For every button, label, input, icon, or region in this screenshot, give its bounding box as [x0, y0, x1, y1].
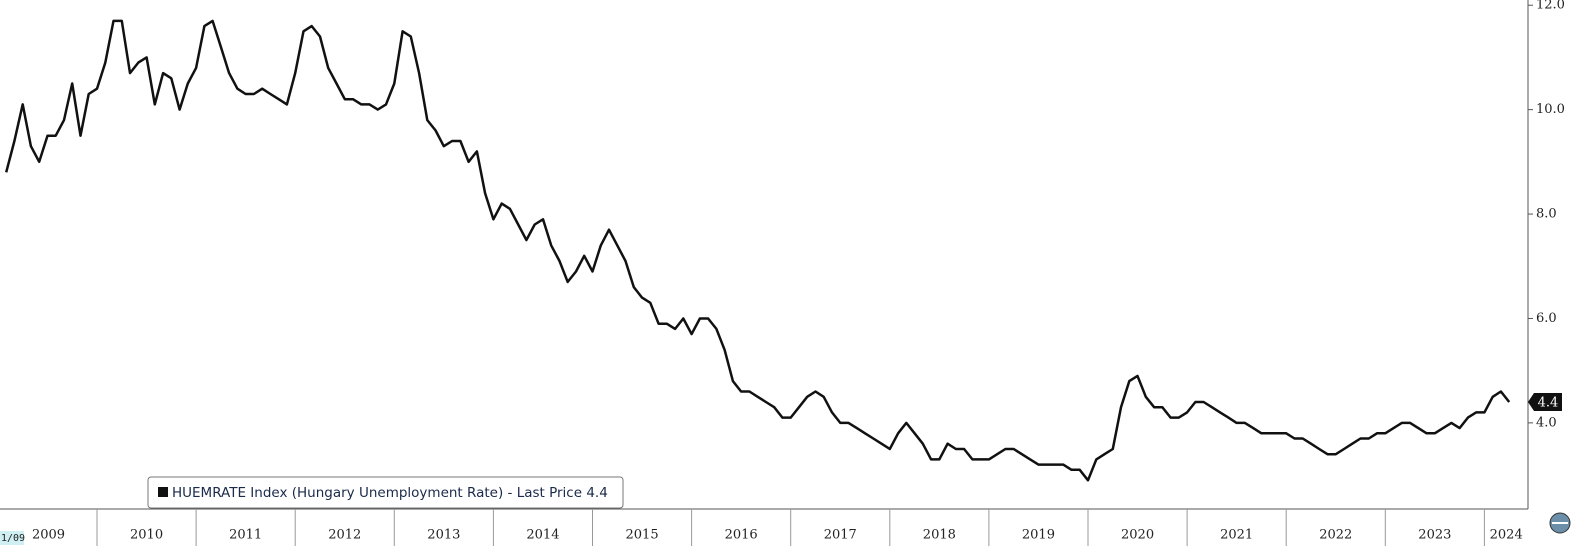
x-tick-label: 2021: [1220, 528, 1253, 543]
x-tick-label: 2013: [427, 528, 460, 543]
x-tick-label: 2022: [1319, 528, 1352, 543]
x-tick-label: 2016: [725, 528, 758, 543]
x-tick-label: 2014: [526, 528, 559, 543]
x-tick-label: 2018: [923, 528, 956, 543]
x-tick-label: 2011: [229, 528, 262, 543]
x-tick-label: 2015: [626, 528, 659, 543]
x-tick-label: 2009: [32, 528, 65, 543]
legend-box: [147, 476, 624, 509]
y-tick-label: 8.0: [1536, 207, 1557, 222]
range-start-label: 1/09: [1, 533, 25, 544]
last-price-label: 4.4: [1538, 395, 1559, 410]
x-tick-label: 2024: [1490, 528, 1523, 543]
x-tick-label: 2012: [328, 528, 361, 543]
y-tick-label: 10.0: [1536, 102, 1565, 117]
y-tick-label: 4.0: [1536, 415, 1557, 430]
range-start-bg: [0, 531, 24, 545]
x-tick-label: 2017: [824, 528, 857, 543]
y-tick-label: 6.0: [1536, 311, 1557, 326]
x-tick-label: 2023: [1418, 528, 1451, 543]
legend-swatch: [158, 487, 168, 497]
last-price-badge: [1528, 392, 1562, 411]
x-tick-label: 2019: [1022, 528, 1055, 543]
y-tick-label: 12.0: [1536, 0, 1565, 13]
x-tick-label: 2020: [1121, 528, 1154, 543]
legend-label: HUEMRATE Index (Hungary Unemployment Rat…: [172, 485, 608, 501]
x-tick-label: 2010: [130, 528, 163, 543]
line: [4, 19, 1511, 482]
